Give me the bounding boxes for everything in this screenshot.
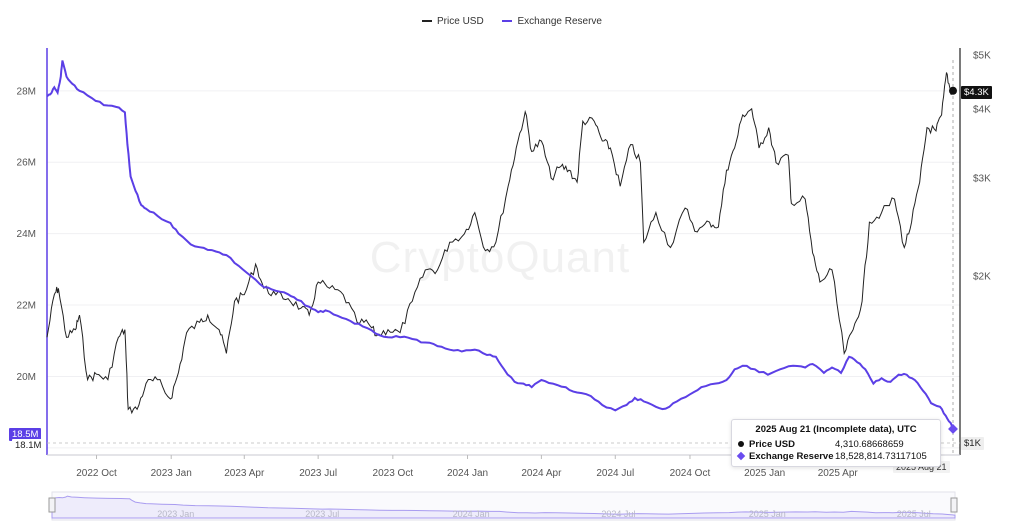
left-tick-label: 26M xyxy=(17,158,36,169)
navigator-handle-left[interactable] xyxy=(48,497,56,513)
tooltip-value-reserve: 18,528,814.73117105 xyxy=(835,450,927,462)
tooltip-label-price: Price USD xyxy=(749,438,795,450)
x-tick-label: 2022 Oct xyxy=(76,468,117,479)
x-tick-label: 2023 Oct xyxy=(373,468,414,479)
legend-label-reserve: Exchange Reserve xyxy=(517,15,602,27)
left-axis-ticks: 18M20M22M24M26M28M xyxy=(17,86,36,454)
left-tick-label: 28M xyxy=(17,86,36,97)
navigator-tick-label: 2025 Jan xyxy=(749,509,786,519)
right-tick-label: $5K xyxy=(973,51,991,62)
x-tick-label: 2024 Apr xyxy=(521,468,562,479)
watermark: CryptoQuant xyxy=(370,233,630,282)
right-tick-label: $2K xyxy=(973,271,991,282)
x-tick-label: 2024 Jul xyxy=(596,468,634,479)
right-tick-label: $4K xyxy=(973,104,991,115)
left-tick-label: 20M xyxy=(17,372,36,383)
tooltip: 2025 Aug 21 (Incomplete data), UTC Price… xyxy=(731,419,941,467)
navigator-handle-right[interactable] xyxy=(950,497,958,513)
series-line-reserve xyxy=(46,60,954,430)
navigator-tick-label: 2025 Jul xyxy=(897,509,931,519)
x-tick-label: 2024 Jan xyxy=(447,468,488,479)
price-value-badge: $4.3K xyxy=(961,86,992,99)
reserve-marker xyxy=(948,423,958,434)
tooltip-date: 2025 Aug 21 (Incomplete data), UTC xyxy=(755,424,917,435)
navigator-tick-label: 2024 Jan xyxy=(453,509,490,519)
tooltip-row-price: Price USD 4,310.68668659 xyxy=(738,438,934,450)
navigator-series xyxy=(51,495,956,519)
tooltip-value-price: 4,310.68668659 xyxy=(835,438,904,450)
navigator-tick-label: 2023 Jul xyxy=(305,509,339,519)
legend-item-price[interactable]: Price USD xyxy=(422,16,484,27)
x-tick-label: 2024 Oct xyxy=(670,468,711,479)
legend-swatch-reserve xyxy=(502,20,513,22)
right-axis-bottom-badge: $1K xyxy=(961,437,984,450)
legend-item-reserve[interactable]: Exchange Reserve xyxy=(502,16,602,27)
legend-swatch-price xyxy=(422,20,433,22)
tooltip-label-reserve: Exchange Reserve xyxy=(749,450,834,462)
x-tick-label: 2025 Jan xyxy=(744,468,785,479)
price-dot-icon xyxy=(738,441,744,447)
right-tick-label: $3K xyxy=(973,174,991,185)
legend-label-price: Price USD xyxy=(437,15,484,27)
right-axis-ticks: $2K $3K $4K $5K xyxy=(973,51,991,283)
reserve-value-badge: 18.5M xyxy=(9,428,42,441)
x-axis-ticks: 2022 Oct 2023 Jan 2023 Apr 2023 Jul 2023 Oct… xyxy=(76,455,858,479)
x-tick-label: 2023 Jul xyxy=(299,468,337,479)
left-tick-label: 24M xyxy=(17,229,36,240)
price-marker xyxy=(949,86,957,95)
x-tick-label: 2023 Jan xyxy=(151,468,192,479)
left-tick-label: 22M xyxy=(17,301,36,312)
navigator-ticks: 2023 Jan 2023 Jul 2024 Jan 2024 Jul 2025 Jan… xyxy=(157,509,930,519)
x-tick-label: 2025 Apr xyxy=(818,468,859,479)
series-line-price xyxy=(46,72,954,415)
x-tick-label: 2023 Apr xyxy=(224,468,265,479)
reserve-diamond-icon xyxy=(736,451,746,461)
tooltip-row-reserve: Exchange Reserve 18,528,814.73117105 xyxy=(736,450,934,462)
chart-legend: Price USD Exchange Reserve xyxy=(0,14,1024,27)
reserve-min-badge: 18.1M xyxy=(12,439,45,452)
navigator-tick-label: 2024 Jul xyxy=(601,509,635,519)
navigator-tick-label: 2023 Jan xyxy=(157,509,194,519)
